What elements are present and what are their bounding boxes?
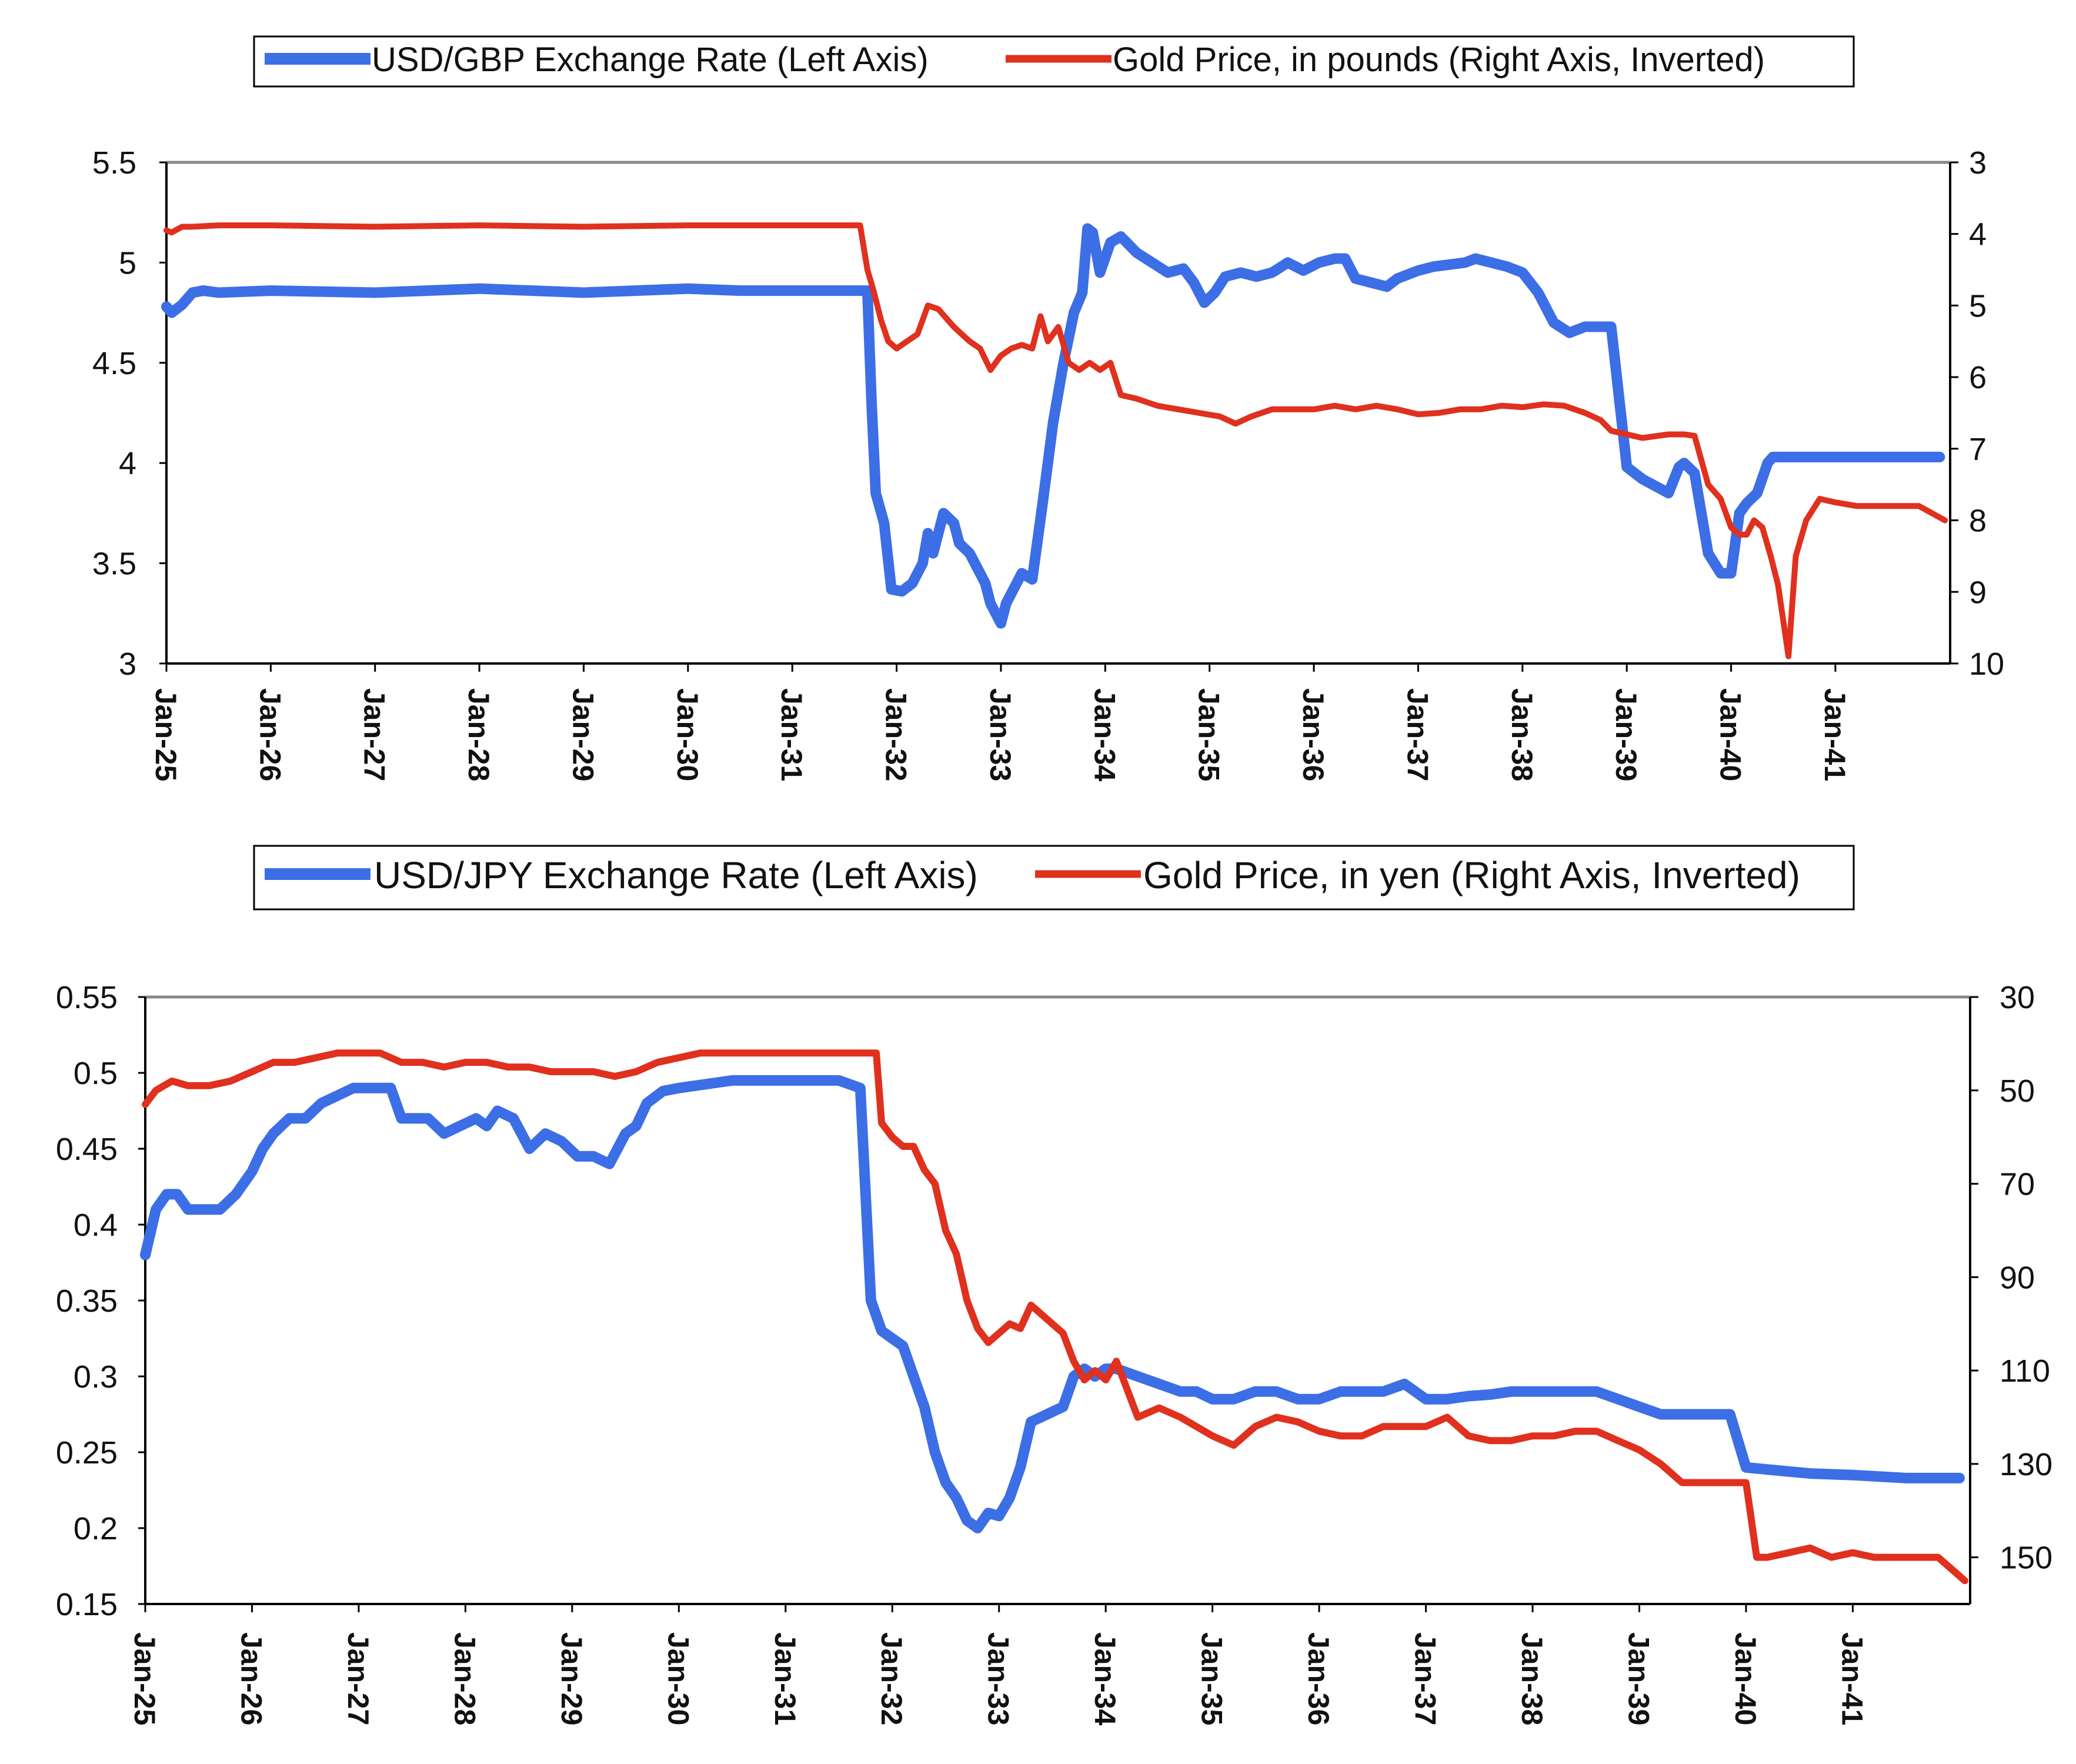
gbp-x-tick-label: Jan-39 — [1610, 688, 1643, 781]
jpy-series — [140, 1049, 1968, 1585]
gbp-x-tick-label: Jan-36 — [1297, 688, 1330, 781]
jpy-legend-label-usd: USD/JPY Exchange Rate (Left Axis) — [374, 854, 978, 896]
jpy-left-tick-label: 0.15 — [56, 1587, 118, 1622]
jpy-x-tick-label: Jan-36 — [1302, 1632, 1335, 1725]
jpy-left-tick-label: 0.45 — [56, 1132, 118, 1167]
gbp-x-tick-label: Jan-31 — [775, 688, 808, 781]
jpy-x-tick-label: Jan-37 — [1409, 1632, 1442, 1725]
gbp-legend: USD/GBP Exchange Rate (Left Axis) Gold P… — [253, 35, 1855, 88]
gbp-x-tick-label: Jan-25 — [149, 688, 182, 781]
gbp-legend-label-usd: USD/GBP Exchange Rate (Left Axis) — [372, 41, 929, 79]
jpy-right-tick-label: 50 — [2000, 1073, 2035, 1109]
jpy-x-tick-label: Jan-26 — [235, 1632, 268, 1725]
jpy-x-tick-label: Jan-29 — [555, 1632, 588, 1725]
jpy-left-tick-label: 0.25 — [56, 1435, 118, 1470]
jpy-x-tick-label: Jan-33 — [982, 1632, 1015, 1725]
jpy-legend-label-gold: Gold Price, in yen (Right Axis, Inverted… — [1143, 854, 1800, 896]
jpy-left-tick-label: 0.35 — [56, 1283, 118, 1319]
gbp-right-tick-label: 3 — [1969, 145, 1987, 181]
gbp-right-tick-label: 7 — [1969, 432, 1987, 467]
gbp-x-tick-label: Jan-28 — [462, 688, 495, 781]
gbp-legend-label-gold: Gold Price, in pounds (Right Axis, Inver… — [1113, 41, 1765, 79]
jpy-x-tick-label: Jan-32 — [875, 1632, 908, 1725]
jpy-legend: USD/JPY Exchange Rate (Left Axis) Gold P… — [253, 845, 1855, 911]
jpy-right-tick-label: 150 — [2000, 1540, 2052, 1576]
gbp-right-tick-label: 10 — [1969, 646, 2004, 682]
jpy-x-tick-label: Jan-31 — [769, 1632, 802, 1725]
gbp-gold-price-line — [163, 222, 1948, 659]
gbp-axes: 3 3.5 4 4.5 5 5.5 3 4 5 6 7 8 9 10 Jan-25 Jan-26 Jan-27 J… — [92, 145, 2004, 782]
gbp-x-tick-label: Jan-40 — [1714, 688, 1747, 781]
gbp-x-tick-label: Jan-37 — [1401, 688, 1434, 781]
jpy-x-tick-label: Jan-39 — [1622, 1632, 1655, 1725]
jpy-left-tick-label: 0.2 — [74, 1511, 118, 1546]
jpy-left-tick-label: 0.55 — [56, 980, 118, 1015]
jpy-x-tick-label: Jan-35 — [1196, 1632, 1229, 1725]
gbp-x-tick-label: Jan-29 — [566, 688, 599, 781]
jpy-left-tick-label: 0.3 — [74, 1359, 118, 1395]
gbp-x-tick-label: Jan-38 — [1506, 688, 1538, 781]
gbp-left-tick-label: 4 — [119, 446, 136, 481]
gbp-right-tick-label: 4 — [1969, 217, 1987, 252]
jpy-left-tick-label: 0.4 — [74, 1208, 118, 1243]
jpy-x-tick-label: Jan-38 — [1516, 1632, 1548, 1725]
jpy-x-tick-label: Jan-25 — [128, 1632, 161, 1725]
jpy-right-tick-label: 130 — [2000, 1447, 2052, 1482]
gbp-chart: USD/GBP Exchange Rate (Left Axis) Gold P… — [92, 35, 2004, 782]
gbp-left-tick-label: 3 — [119, 646, 136, 682]
gbp-right-tick-label: 5 — [1969, 288, 1987, 324]
jpy-right-tick-label: 70 — [2000, 1167, 2035, 1202]
gbp-x-tick-label: Jan-41 — [1818, 688, 1851, 781]
gbp-x-tick-label: Jan-32 — [880, 688, 913, 781]
gbp-right-tick-label: 9 — [1969, 575, 1987, 610]
gbp-left-tick-label: 3.5 — [92, 546, 136, 582]
jpy-right-tick-label: 110 — [2000, 1353, 2050, 1389]
jpy-x-tick-label: Jan-30 — [662, 1632, 695, 1725]
jpy-right-tick-label: 30 — [2000, 980, 2035, 1015]
gbp-right-tick-label: 6 — [1969, 360, 1987, 395]
gbp-x-tick-label: Jan-30 — [671, 688, 704, 781]
jpy-x-tick-label: Jan-41 — [1835, 1632, 1868, 1725]
jpy-axes: 0.15 0.2 0.25 0.3 0.35 0.4 0.45 0.5 0.55 30 50 70 90… — [56, 980, 2052, 1726]
jpy-right-tick-label: 90 — [2000, 1260, 2035, 1295]
gbp-left-tick-label: 5.5 — [92, 145, 136, 181]
jpy-gold-price-line — [142, 1049, 1968, 1585]
gbp-right-tick-label: 8 — [1969, 503, 1987, 539]
jpy-x-tick-label: Jan-34 — [1089, 1632, 1122, 1726]
gbp-x-tick-label: Jan-35 — [1193, 688, 1226, 781]
gbp-left-tick-label: 5 — [119, 245, 136, 281]
jpy-left-tick-label: 0.5 — [74, 1056, 118, 1091]
gbp-x-tick-label: Jan-26 — [253, 688, 286, 781]
jpy-x-tick-label: Jan-28 — [448, 1632, 481, 1725]
gbp-x-tick-label: Jan-34 — [1088, 688, 1121, 782]
gbp-series — [161, 222, 1948, 659]
jpy-x-tick-label: Jan-27 — [342, 1632, 375, 1725]
jpy-chart: USD/JPY Exchange Rate (Left Axis) Gold P… — [56, 845, 2052, 1726]
jpy-x-tick-label: Jan-40 — [1729, 1632, 1762, 1725]
gbp-left-tick-label: 4.5 — [92, 346, 136, 381]
gbp-x-tick-label: Jan-33 — [984, 688, 1017, 781]
gbp-usd-exchange-rate-line — [161, 223, 1945, 629]
jpy-usd-exchange-rate-line — [140, 1075, 1965, 1533]
gbp-x-tick-label: Jan-27 — [358, 688, 391, 781]
